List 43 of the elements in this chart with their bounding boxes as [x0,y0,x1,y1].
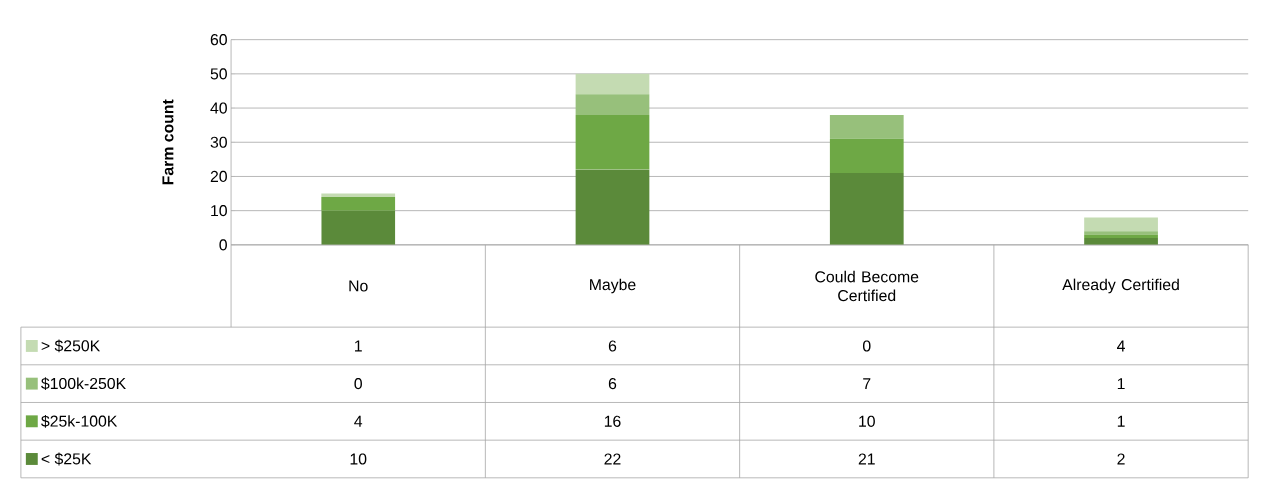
data-label: 16 [604,415,621,428]
legend-label: > $250K [41,339,101,353]
data-label: 10 [859,415,875,428]
legend-label: $100k-250K [41,377,126,391]
data-label: 4 [1117,340,1125,352]
y-tick-label: 20 [210,171,227,183]
bar [575,73,650,95]
bar [321,197,396,211]
data-label: 4 [354,416,363,427]
data-label: 0 [862,340,871,352]
bar [575,94,650,116]
x-tick-label: Already Certified [1062,278,1179,294]
x-tick-label: Could Become Certified [815,270,919,302]
bar [321,210,396,245]
data-label: 2 [1117,453,1125,465]
y-tick-label: 10 [211,205,227,217]
bar [829,173,904,245]
data-label: 7 [863,378,871,390]
y-tick-label: 60 [210,34,227,46]
bar [1084,231,1158,235]
y-tick-label: 50 [210,68,227,80]
x-tick-label: Maybe [590,278,636,294]
data-label: 1 [1117,378,1125,390]
bar [829,115,904,139]
y-tick-label: 30 [210,136,227,148]
data-label: 1 [1117,416,1125,427]
data-label: 10 [350,453,367,465]
x-tick-label: No [349,280,368,292]
bar [1084,217,1158,232]
data-label: 21 [858,453,875,465]
y-tick-label: 40 [210,102,227,114]
legend-label: < $25K [41,452,92,466]
data-label: 1 [355,340,362,352]
y-tick-label: 0 [219,239,227,251]
legend-label: $25k-100K [41,415,118,428]
data-label: 22 [604,453,621,465]
y-axis-title: Farm count [162,99,174,185]
bar [575,169,650,245]
data-label: 6 [608,340,617,352]
data-label: 6 [608,378,617,390]
bar [575,115,650,170]
bar [829,138,904,174]
data-label: 0 [354,378,362,390]
